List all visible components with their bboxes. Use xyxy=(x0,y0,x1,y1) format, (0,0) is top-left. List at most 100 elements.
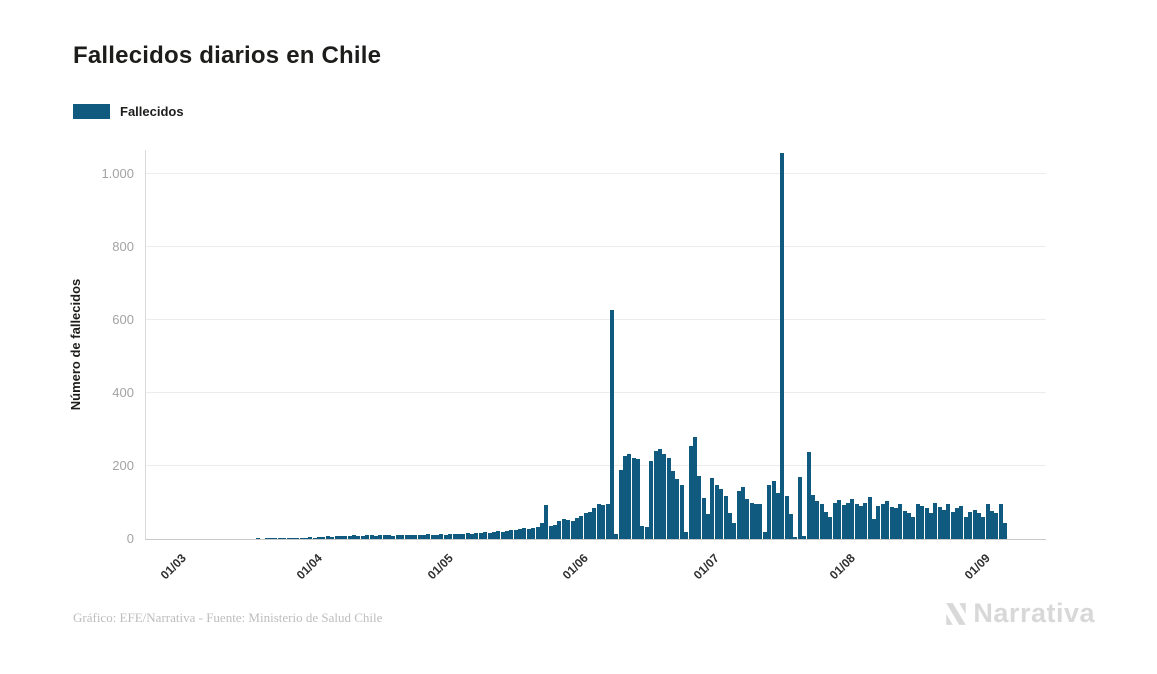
bar[interactable] xyxy=(666,458,671,539)
bar[interactable] xyxy=(933,503,938,539)
bar[interactable] xyxy=(644,527,649,539)
bar[interactable] xyxy=(338,536,343,539)
bar[interactable] xyxy=(758,504,763,539)
bar[interactable] xyxy=(430,534,435,539)
bar[interactable] xyxy=(286,538,291,539)
bar[interactable] xyxy=(518,529,523,539)
bar[interactable] xyxy=(692,436,697,539)
bar[interactable] xyxy=(867,497,872,539)
bar[interactable] xyxy=(657,448,662,539)
bar[interactable] xyxy=(408,534,413,539)
bar[interactable] xyxy=(365,535,370,539)
bar[interactable] xyxy=(522,528,527,539)
bar[interactable] xyxy=(553,525,558,539)
bar[interactable] xyxy=(395,534,400,539)
bar[interactable] xyxy=(343,535,348,539)
bar[interactable] xyxy=(299,537,304,539)
bar[interactable] xyxy=(793,537,798,539)
bar[interactable] xyxy=(496,531,501,539)
bar[interactable] xyxy=(526,528,531,539)
bar[interactable] xyxy=(924,507,929,539)
bar[interactable] xyxy=(981,517,986,539)
bar[interactable] xyxy=(719,489,724,539)
bar[interactable] xyxy=(815,500,820,539)
bar[interactable] xyxy=(539,522,544,539)
bar[interactable] xyxy=(824,511,829,539)
bar[interactable] xyxy=(649,461,654,539)
bar[interactable] xyxy=(959,506,964,539)
bar[interactable] xyxy=(557,521,562,539)
bar[interactable] xyxy=(570,520,575,539)
bar[interactable] xyxy=(631,458,636,539)
bar[interactable] xyxy=(928,513,933,539)
bar[interactable] xyxy=(662,454,667,539)
bar[interactable] xyxy=(710,478,715,539)
bar[interactable] xyxy=(697,475,702,539)
bar[interactable] xyxy=(623,456,627,539)
bar[interactable] xyxy=(605,503,610,539)
bar[interactable] xyxy=(588,511,593,539)
bar[interactable] xyxy=(640,526,645,539)
bar[interactable] xyxy=(688,446,693,539)
bar[interactable] xyxy=(601,505,606,539)
bar[interactable] xyxy=(754,503,759,539)
bar[interactable] xyxy=(566,519,571,539)
bar[interactable] xyxy=(491,532,496,539)
bar[interactable] xyxy=(789,514,794,539)
bar[interactable] xyxy=(592,507,597,539)
bar[interactable] xyxy=(561,518,566,539)
bar[interactable] xyxy=(985,503,990,539)
bar[interactable] xyxy=(876,506,881,539)
bar[interactable] xyxy=(583,513,588,539)
bar[interactable] xyxy=(303,537,308,539)
bar[interactable] xyxy=(806,452,811,539)
bar[interactable] xyxy=(937,506,942,539)
bar[interactable] xyxy=(317,536,322,539)
bar[interactable] xyxy=(290,537,295,539)
bar[interactable] xyxy=(352,535,357,539)
bar[interactable] xyxy=(684,531,689,539)
bar[interactable] xyxy=(998,504,1003,539)
bar[interactable] xyxy=(714,485,719,539)
bar[interactable] xyxy=(990,510,995,539)
bar[interactable] xyxy=(780,153,785,539)
bar[interactable] xyxy=(483,532,488,539)
bar[interactable] xyxy=(858,506,863,539)
bar[interactable] xyxy=(745,498,750,539)
bar[interactable] xyxy=(706,514,711,539)
bar[interactable] xyxy=(282,538,287,539)
bar[interactable] xyxy=(330,536,335,539)
bar[interactable] xyxy=(478,533,483,539)
bar[interactable] xyxy=(950,511,955,539)
bar[interactable] xyxy=(417,534,422,539)
bar[interactable] xyxy=(653,451,658,539)
bar[interactable] xyxy=(784,495,789,539)
bar[interactable] xyxy=(618,469,623,539)
bar[interactable] xyxy=(767,485,772,539)
bar[interactable] xyxy=(802,536,807,539)
bar[interactable] xyxy=(347,536,352,539)
bar[interactable] xyxy=(942,509,946,539)
bar[interactable] xyxy=(413,535,418,539)
bar[interactable] xyxy=(295,538,300,539)
bar[interactable] xyxy=(972,509,977,539)
bar[interactable] xyxy=(308,537,313,539)
bar[interactable] xyxy=(426,534,431,539)
bar[interactable] xyxy=(736,490,741,539)
bar[interactable] xyxy=(369,535,374,539)
bar[interactable] xyxy=(893,508,898,539)
bar[interactable] xyxy=(854,503,859,539)
bar[interactable] xyxy=(797,476,802,539)
bar[interactable] xyxy=(596,504,601,539)
bar[interactable] xyxy=(378,534,383,539)
bar[interactable] xyxy=(544,505,549,539)
bar[interactable] xyxy=(872,518,877,539)
bar[interactable] xyxy=(531,527,536,539)
bar[interactable] xyxy=(810,495,815,539)
bar[interactable] xyxy=(421,535,426,539)
bar[interactable] xyxy=(579,516,584,539)
bar[interactable] xyxy=(832,503,837,539)
bar[interactable] xyxy=(732,522,737,539)
bar[interactable] xyxy=(994,512,999,539)
bar[interactable] xyxy=(487,532,492,539)
